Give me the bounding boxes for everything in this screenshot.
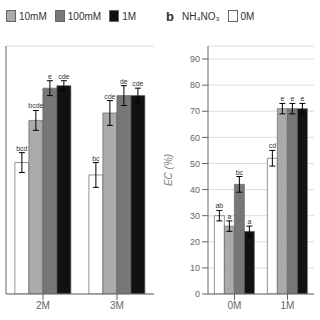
svg-text:cde: cde <box>132 80 143 87</box>
svg-text:bcd: bcd <box>16 145 27 152</box>
svg-text:EC (%): EC (%) <box>163 154 174 186</box>
html-text:0M: 0M <box>240 10 255 22</box>
svg-text:0: 0 <box>195 289 200 299</box>
html-text:1M: 1M <box>122 10 137 22</box>
html-text:NH₄NO₃: NH₄NO₃ <box>182 10 220 22</box>
svg-text:2M: 2M <box>36 300 50 311</box>
svg-text:20: 20 <box>190 237 200 247</box>
svg-text:de: de <box>120 78 128 85</box>
svg-text:a: a <box>247 218 251 225</box>
svg-text:bcde: bcde <box>28 102 43 109</box>
svg-text:ab: ab <box>215 202 223 209</box>
html-text:b: b <box>166 8 174 24</box>
html-text:10mM: 10mM <box>19 10 47 22</box>
svg-text:e: e <box>290 95 294 102</box>
svg-text:70: 70 <box>190 106 200 116</box>
svg-text:bc: bc <box>236 169 244 176</box>
svg-text:cde: cde <box>104 93 115 100</box>
svg-text:cde: cde <box>58 73 69 80</box>
svg-text:30: 30 <box>190 211 200 221</box>
svg-text:bc: bc <box>92 155 100 162</box>
svg-text:10: 10 <box>190 263 200 273</box>
svg-text:90: 90 <box>190 54 200 64</box>
svg-text:1M: 1M <box>281 300 295 311</box>
svg-text:50: 50 <box>190 159 200 169</box>
svg-text:e: e <box>300 95 304 102</box>
svg-text:cd: cd <box>269 142 277 149</box>
svg-text:e: e <box>280 95 284 102</box>
html-text:100mM: 100mM <box>67 10 102 22</box>
svg-text:3M: 3M <box>110 300 124 311</box>
svg-text:0M: 0M <box>228 300 242 311</box>
svg-text:80: 80 <box>190 80 200 90</box>
svg-text:a: a <box>227 213 231 220</box>
svg-text:60: 60 <box>190 133 200 143</box>
svg-text:e: e <box>48 73 52 80</box>
svg-text:40: 40 <box>190 185 200 195</box>
